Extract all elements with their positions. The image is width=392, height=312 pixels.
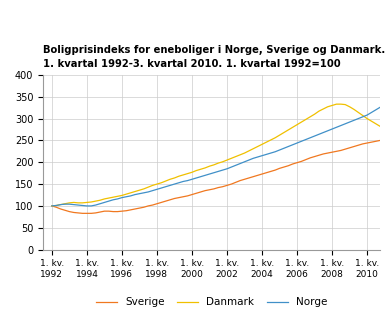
- Norge: [308, 136, 312, 140]
- Danmark: [67, 201, 72, 205]
- Norge: [207, 172, 212, 176]
- Norge: [303, 138, 308, 141]
- Danmark: [63, 202, 67, 206]
- Sverige: [273, 168, 278, 172]
- Norge: [360, 115, 365, 119]
- Sverige: [49, 204, 54, 208]
- Danmark: [334, 102, 339, 106]
- Norge: [85, 204, 89, 208]
- Text: Boligprisindeks for eneboliger i Norge, Sverige og Danmark.
1. kvartal 1992-3. k: Boligprisindeks for eneboliger i Norge, …: [43, 45, 385, 69]
- Danmark: [207, 164, 212, 168]
- Legend: Sverige, Danmark, Norge: Sverige, Danmark, Norge: [92, 293, 332, 312]
- Sverige: [128, 208, 133, 212]
- Danmark: [49, 204, 54, 208]
- Sverige: [80, 212, 85, 215]
- Norge: [181, 180, 185, 183]
- Norge: [49, 204, 54, 208]
- Sverige: [102, 209, 107, 213]
- Line: Sverige: Sverige: [52, 134, 392, 213]
- Line: Danmark: Danmark: [52, 104, 392, 206]
- Line: Norge: Norge: [52, 97, 392, 206]
